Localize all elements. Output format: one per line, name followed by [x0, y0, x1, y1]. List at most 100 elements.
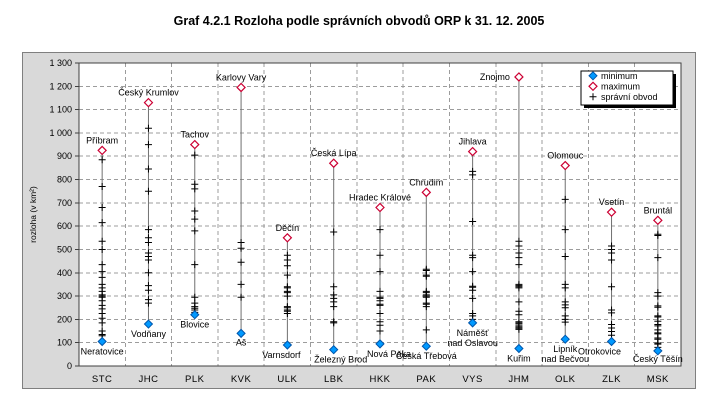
legend-label-0: minimum — [601, 71, 638, 81]
max-label-VYS: Jihlava — [459, 137, 487, 147]
district-marker — [98, 319, 106, 327]
max-marker — [514, 72, 524, 82]
district-marker — [237, 258, 245, 266]
max-label-PLK: Tachov — [181, 130, 210, 140]
y-tick-label: 0 — [67, 361, 72, 371]
district-marker — [515, 242, 523, 250]
district-marker — [422, 272, 430, 280]
y-tick-label: 100 — [57, 338, 72, 348]
district-marker — [330, 228, 338, 236]
district-marker — [98, 156, 106, 164]
min-label-ZLK: Otrokovice — [578, 347, 621, 357]
district-marker — [191, 227, 199, 235]
min-label-OLK: nad Bečvou — [541, 354, 589, 364]
district-marker — [515, 261, 523, 269]
district-marker — [191, 215, 199, 223]
district-marker — [469, 268, 477, 276]
district-marker — [608, 249, 616, 257]
district-marker — [144, 165, 152, 173]
y-tick-label: 700 — [57, 198, 72, 208]
district-marker — [654, 292, 662, 300]
district-marker — [608, 309, 616, 317]
x-tick-label-ULK: ULK — [277, 374, 297, 385]
region-PAK: Chrudim Česká Třebová — [396, 177, 457, 361]
legend-label-2: správní obvod — [601, 92, 658, 102]
x-axis: STC JHC PLK KVK ULK LBK HKK PAK VYS JHM OLK ZLK MSK — [92, 374, 669, 385]
max-marker — [560, 160, 571, 171]
district-marker — [469, 294, 477, 302]
district-marker — [515, 284, 523, 292]
region-KVK: Karlovy Vary Aš — [216, 72, 267, 347]
max-marker — [236, 82, 246, 93]
min-marker — [606, 336, 617, 347]
max-marker — [606, 207, 617, 218]
min-marker — [514, 343, 524, 354]
max-label-JHC: Český Krumlov — [118, 88, 179, 98]
max-label-MSK: Bruntál — [644, 205, 673, 215]
district-marker — [561, 195, 569, 203]
min-label-PAK: Česká Třebová — [396, 351, 457, 361]
region-JHC: Český Krumlov Vodňany — [118, 88, 179, 339]
max-label-PAK: Chrudim — [409, 177, 443, 187]
min-label-HKK: Nová Paka — [367, 349, 411, 359]
y-tick-label: 400 — [57, 268, 72, 278]
x-tick-label-KVK: KVK — [231, 374, 252, 385]
district-marker — [237, 244, 245, 252]
district-marker — [422, 326, 430, 334]
district-marker — [469, 254, 477, 262]
x-tick-label-ZLK: ZLK — [602, 374, 621, 385]
max-marker — [421, 187, 432, 198]
district-marker — [144, 256, 152, 264]
min-marker — [328, 344, 339, 355]
x-tick-label-LBK: LBK — [324, 374, 344, 385]
district-marker — [654, 303, 662, 311]
max-marker — [97, 145, 108, 156]
district-marker — [376, 301, 384, 309]
district-marker — [144, 269, 152, 277]
district-marker — [283, 262, 291, 270]
y-tick-label: 1 100 — [49, 105, 72, 115]
min-label-JHM: Kuřim — [507, 354, 531, 364]
district-marker — [515, 325, 523, 333]
x-tick-label-VYS: VYS — [462, 374, 483, 385]
district-marker — [515, 254, 523, 262]
legend-max-icon — [588, 81, 598, 92]
legend-label-1: maximum — [601, 82, 640, 92]
min-label-LBK: Železný Brod — [314, 355, 367, 365]
district-marker — [237, 293, 245, 301]
legend-min-icon — [588, 71, 598, 81]
max-label-OLK: Olomouc — [547, 151, 584, 161]
x-tick-label-PAK: PAK — [416, 374, 436, 385]
x-tick-label-JHM: JHM — [508, 374, 529, 385]
min-marker — [560, 334, 570, 344]
district-marker — [98, 237, 106, 245]
min-marker — [467, 318, 478, 328]
max-marker — [328, 158, 339, 169]
district-marker — [144, 187, 152, 195]
district-marker — [376, 251, 384, 259]
y-tick-label: 1 300 — [49, 58, 72, 68]
y-tick-label: 900 — [57, 151, 72, 161]
min-label-OLK: Lipník — [553, 344, 578, 354]
min-marker — [236, 328, 246, 339]
legend-plus-icon — [589, 93, 597, 101]
y-tick-label: 300 — [57, 291, 72, 301]
y-axis: 0 100 200 300 400 500 600 700 800 900 1 000 1 100 1 … — [28, 58, 79, 371]
district-marker — [561, 304, 569, 312]
min-marker — [190, 310, 200, 320]
district-marker — [98, 261, 106, 269]
district-marker — [191, 207, 199, 215]
district-marker — [191, 185, 199, 193]
min-label-PLK: Blovice — [180, 320, 209, 330]
region-STC: Příbram Neratovice — [81, 135, 124, 356]
district-marker — [376, 268, 384, 276]
y-axis-title: rozloha (v km²) — [28, 186, 38, 243]
district-marker — [283, 310, 291, 318]
district-marker — [515, 298, 523, 306]
district-marker — [654, 231, 662, 239]
district-marker — [422, 303, 430, 311]
region-ULK: Děčín Varnsdorf — [262, 223, 301, 360]
region-HKK: Hradec Králové Nová Paka — [349, 193, 411, 359]
